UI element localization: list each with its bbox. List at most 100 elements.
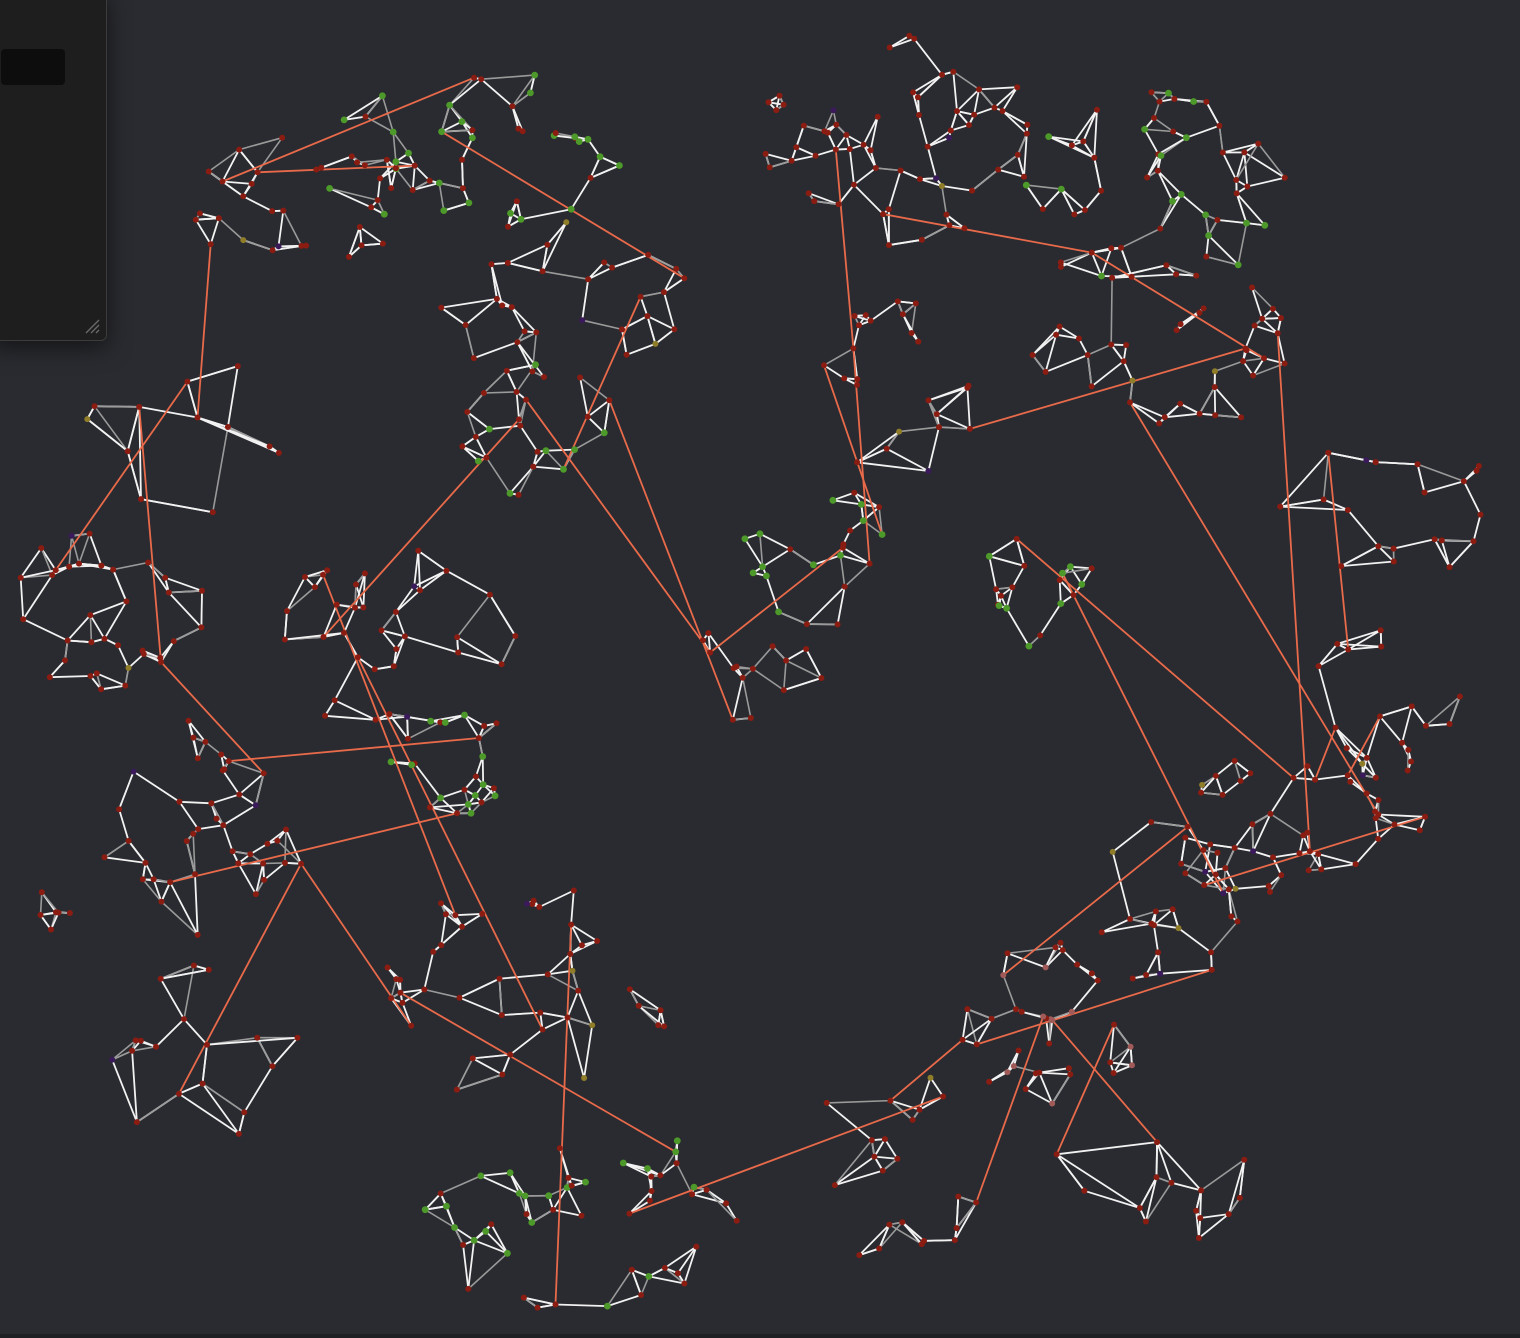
- graph-node[interactable]: [192, 216, 199, 223]
- graph-node[interactable]: [275, 449, 282, 456]
- graph-node[interactable]: [199, 587, 205, 594]
- graph-node[interactable]: [534, 448, 541, 455]
- graph-node[interactable]: [219, 178, 226, 185]
- graph-node[interactable]: [1375, 811, 1382, 818]
- graph-node[interactable]: [1344, 507, 1351, 513]
- graph-node[interactable]: [374, 197, 381, 204]
- graph-node[interactable]: [437, 1190, 444, 1197]
- graph-node[interactable]: [924, 143, 931, 150]
- graph-node[interactable]: [38, 545, 45, 552]
- graph-node[interactable]: [460, 185, 466, 192]
- graph-node[interactable]: [947, 127, 954, 134]
- graph-node[interactable]: [1071, 211, 1078, 218]
- graph-node[interactable]: [84, 416, 91, 423]
- graph-node[interactable]: [1228, 913, 1235, 920]
- graph-node[interactable]: [619, 1159, 627, 1167]
- graph-node[interactable]: [995, 602, 1003, 609]
- graph-node[interactable]: [1320, 496, 1327, 503]
- graph-node[interactable]: [567, 951, 574, 957]
- graph-node[interactable]: [1127, 399, 1133, 406]
- graph-node[interactable]: [1325, 449, 1332, 456]
- graph-node[interactable]: [564, 1014, 571, 1021]
- graph-node[interactable]: [854, 459, 861, 466]
- graph-node[interactable]: [851, 181, 857, 188]
- graph-node[interactable]: [1088, 565, 1095, 572]
- graph-node[interactable]: [993, 586, 1000, 593]
- graph-node[interactable]: [1076, 335, 1082, 342]
- graph-node[interactable]: [912, 300, 919, 307]
- graph-node[interactable]: [142, 859, 149, 866]
- graph-node[interactable]: [1098, 929, 1105, 936]
- graph-node[interactable]: [652, 340, 659, 347]
- graph-node[interactable]: [1375, 797, 1382, 803]
- graph-node[interactable]: [1081, 1187, 1088, 1194]
- graph-node[interactable]: [1216, 122, 1223, 129]
- graph-node[interactable]: [966, 122, 972, 128]
- graph-node[interactable]: [916, 176, 923, 183]
- graph-node[interactable]: [648, 1173, 655, 1180]
- graph-node[interactable]: [1151, 115, 1158, 121]
- graph-node[interactable]: [388, 185, 395, 192]
- graph-node[interactable]: [360, 604, 367, 611]
- graph-node[interactable]: [430, 948, 437, 955]
- graph-node[interactable]: [1173, 327, 1180, 334]
- graph-node[interactable]: [269, 208, 276, 215]
- graph-node[interactable]: [261, 876, 268, 883]
- graph-node[interactable]: [971, 111, 978, 118]
- graph-node[interactable]: [568, 921, 575, 928]
- graph-node[interactable]: [1306, 848, 1313, 855]
- graph-node[interactable]: [401, 633, 408, 640]
- graph-node[interactable]: [454, 810, 460, 817]
- graph-node[interactable]: [1068, 142, 1075, 149]
- graph-node[interactable]: [703, 1186, 710, 1193]
- graph-node[interactable]: [461, 786, 468, 793]
- graph-node[interactable]: [862, 312, 869, 319]
- graph-node[interactable]: [876, 1245, 883, 1252]
- graph-node[interactable]: [479, 753, 487, 760]
- graph-node[interactable]: [1456, 693, 1463, 700]
- graph-node[interactable]: [1446, 564, 1453, 571]
- graph-node[interactable]: [515, 491, 522, 498]
- graph-node[interactable]: [749, 569, 757, 577]
- graph-node[interactable]: [1477, 511, 1484, 518]
- graph-node[interactable]: [1234, 918, 1241, 925]
- graph-node[interactable]: [587, 174, 594, 181]
- graph-node[interactable]: [571, 133, 579, 141]
- graph-node[interactable]: [645, 251, 652, 258]
- graph-node[interactable]: [1129, 975, 1136, 982]
- graph-node[interactable]: [464, 801, 472, 808]
- graph-node[interactable]: [225, 758, 232, 765]
- graph-node[interactable]: [1208, 966, 1215, 973]
- graph-node[interactable]: [964, 1006, 971, 1013]
- graph-node[interactable]: [354, 159, 361, 166]
- graph-node[interactable]: [1141, 125, 1148, 133]
- graph-node[interactable]: [1184, 823, 1191, 830]
- graph-node[interactable]: [773, 107, 780, 114]
- graph-node[interactable]: [1363, 754, 1370, 761]
- graph-node[interactable]: [584, 413, 591, 420]
- graph-node[interactable]: [1202, 211, 1209, 219]
- graph-node[interactable]: [478, 799, 485, 806]
- graph-node[interactable]: [885, 206, 892, 213]
- graph-node[interactable]: [829, 496, 837, 504]
- graph-node[interactable]: [899, 311, 906, 318]
- graph-node[interactable]: [537, 1009, 544, 1016]
- graph-node[interactable]: [116, 806, 123, 813]
- graph-node[interactable]: [565, 1174, 572, 1181]
- graph-node[interactable]: [404, 713, 411, 720]
- graph-node[interactable]: [269, 1063, 276, 1070]
- graph-node[interactable]: [303, 242, 310, 249]
- graph-node[interactable]: [1169, 906, 1176, 913]
- resize-grip-icon[interactable]: [82, 316, 100, 334]
- graph-node[interactable]: [1220, 890, 1227, 897]
- graph-node[interactable]: [780, 101, 787, 108]
- graph-node[interactable]: [550, 1206, 557, 1213]
- graph-node[interactable]: [623, 351, 630, 358]
- graph-node[interactable]: [517, 422, 524, 429]
- graph-node[interactable]: [1377, 627, 1384, 634]
- graph-node[interactable]: [241, 1109, 248, 1116]
- graph-node[interactable]: [616, 162, 623, 169]
- graph-node[interactable]: [1014, 84, 1021, 91]
- graph-node[interactable]: [1198, 789, 1204, 796]
